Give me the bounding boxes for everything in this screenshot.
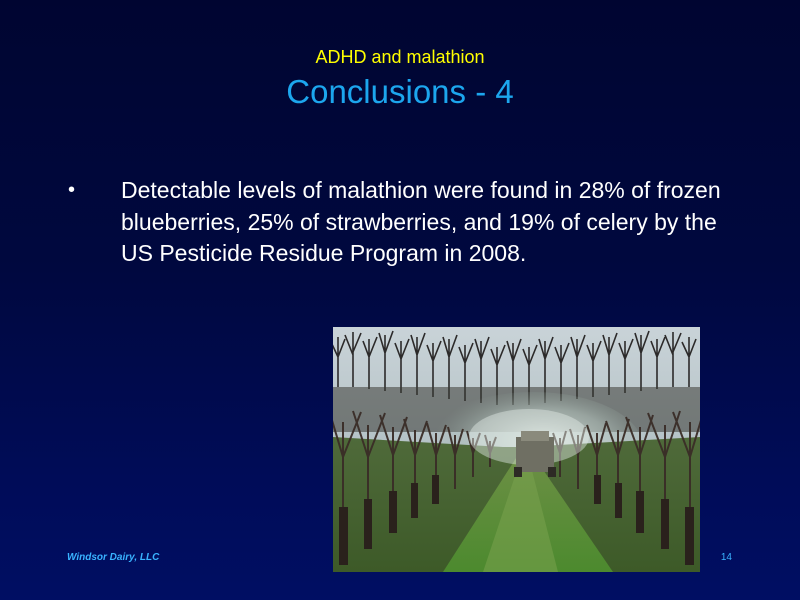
bullet-list: • Detectable levels of malathion were fo… — [68, 175, 728, 270]
bullet-marker: • — [68, 179, 76, 201]
bullet-item: • Detectable levels of malathion were fo… — [68, 175, 728, 270]
slide-number: 14 — [720, 552, 732, 563]
slide-title: Conclusions - 4 — [286, 73, 514, 110]
orchard-spraying-photo — [333, 327, 700, 572]
slide-subtitle: ADHD and malathion — [315, 47, 485, 67]
footer-company: Windsor Dairy, LLC — [67, 552, 160, 563]
bullet-text: Detectable levels of malathion were foun… — [121, 177, 721, 266]
